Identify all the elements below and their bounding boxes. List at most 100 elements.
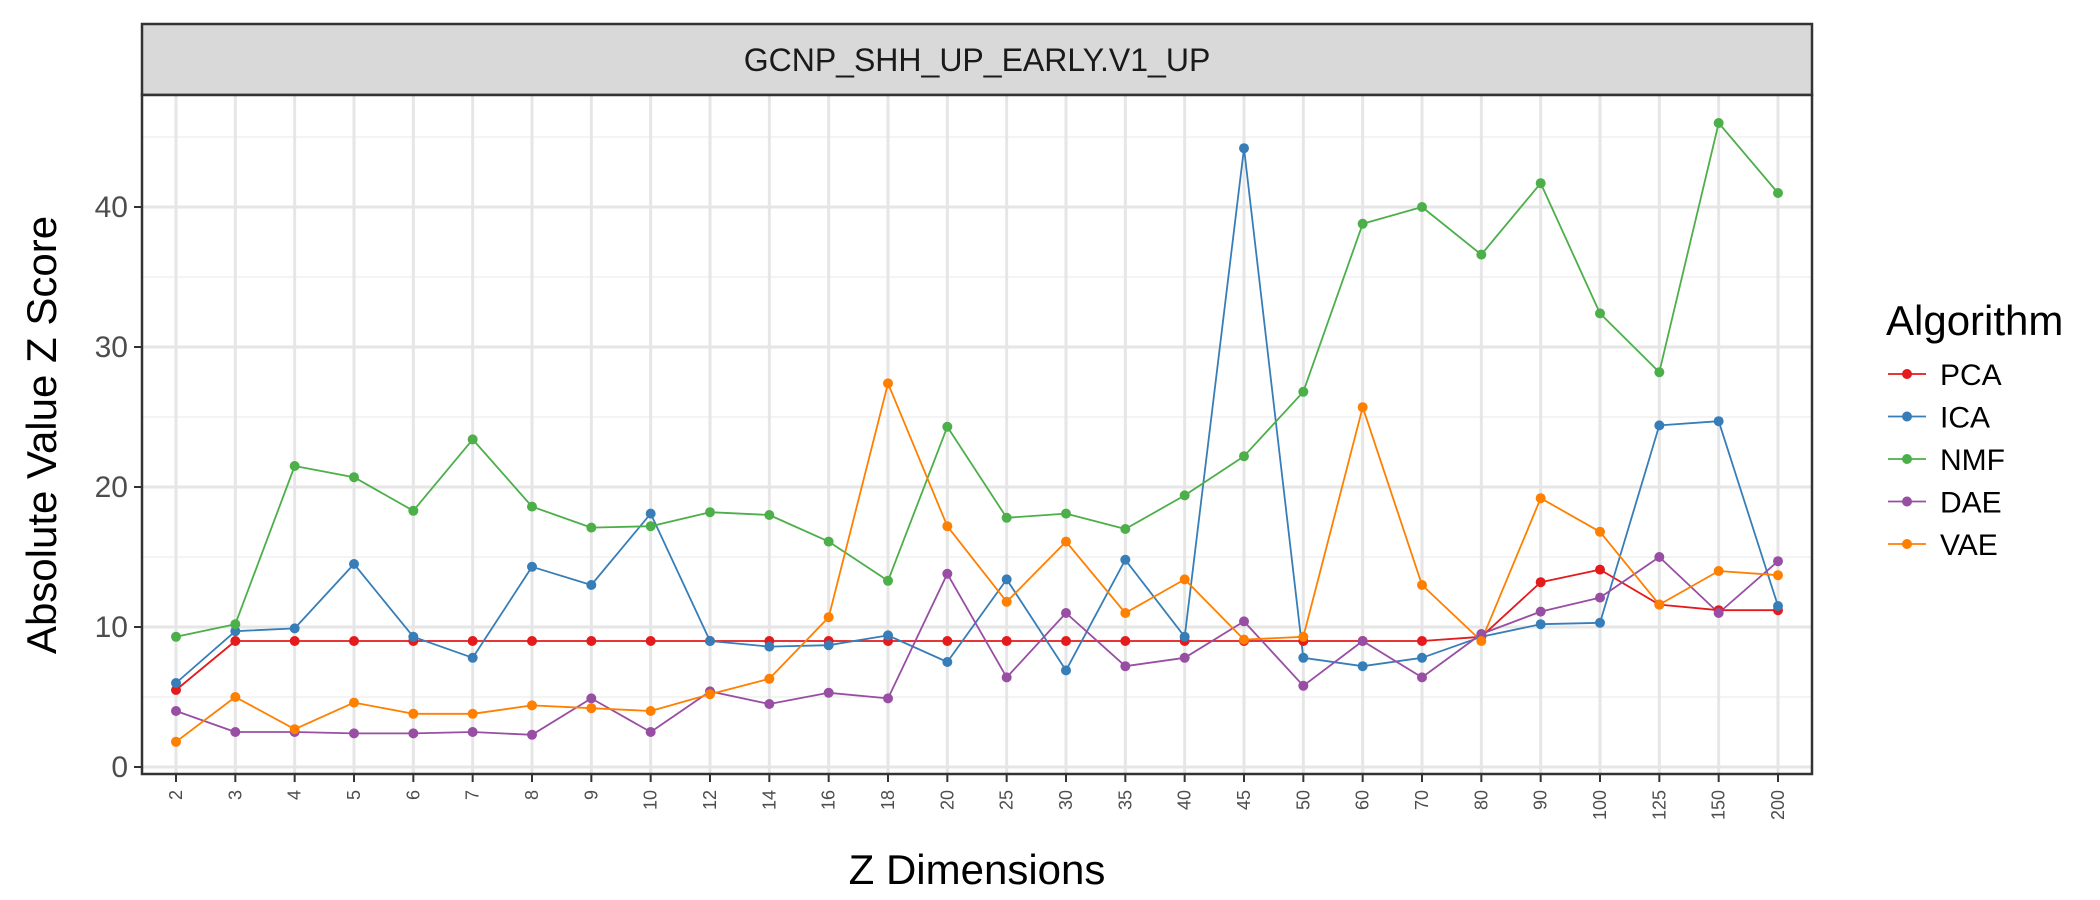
point-ica bbox=[1001, 574, 1012, 585]
point-vae bbox=[171, 736, 181, 747]
point-vae bbox=[289, 724, 300, 735]
x-tick-label: 125 bbox=[1649, 790, 1669, 820]
x-tick-label: 100 bbox=[1590, 790, 1610, 820]
x-tick-label: 80 bbox=[1471, 790, 1491, 810]
x-tick-label: 50 bbox=[1293, 790, 1313, 810]
plot-panel bbox=[142, 95, 1812, 774]
x-tick-label: 35 bbox=[1115, 790, 1135, 810]
facet-strip-title: GCNP_SHH_UP_EARLY.V1_UP bbox=[744, 42, 1211, 78]
x-tick-label: 25 bbox=[997, 790, 1017, 810]
point-pca bbox=[586, 636, 597, 646]
point-dae bbox=[408, 728, 419, 739]
point-ica bbox=[349, 559, 359, 569]
point-ica bbox=[467, 652, 478, 663]
series-points bbox=[171, 118, 1783, 747]
point-vae bbox=[1298, 631, 1309, 642]
y-axis-title: Absolute Value Z Score bbox=[18, 216, 65, 654]
point-ica bbox=[230, 626, 241, 637]
series-line-pca bbox=[175, 568, 1778, 691]
point-ica bbox=[171, 678, 181, 688]
point-vae bbox=[942, 521, 953, 532]
point-pca bbox=[1595, 564, 1605, 575]
x-tick-label: 12 bbox=[700, 790, 720, 810]
point-ica bbox=[289, 623, 300, 634]
x-tick-label: 45 bbox=[1234, 790, 1254, 810]
point-nmf bbox=[1476, 249, 1487, 260]
x-tick-label: 200 bbox=[1768, 790, 1788, 820]
point-ica bbox=[1654, 420, 1665, 431]
point-nmf bbox=[230, 619, 241, 630]
point-vae bbox=[349, 697, 359, 708]
point-pca bbox=[230, 636, 241, 646]
point-pca bbox=[171, 685, 181, 695]
point-dae bbox=[1417, 672, 1427, 683]
point-pca bbox=[527, 636, 537, 646]
plot-panel-border bbox=[140, 93, 1814, 776]
point-dae bbox=[1654, 552, 1665, 562]
point-vae bbox=[1001, 596, 1012, 607]
x-tick-label: 150 bbox=[1709, 790, 1729, 820]
y-tick-label: 10 bbox=[95, 611, 128, 644]
point-ica bbox=[942, 657, 953, 667]
x-tick-label: 6 bbox=[403, 790, 423, 800]
point-vae bbox=[1120, 608, 1131, 618]
x-tick-label: 30 bbox=[1056, 790, 1076, 810]
point-ica bbox=[586, 580, 597, 590]
point-vae bbox=[230, 692, 241, 702]
point-ica bbox=[1061, 665, 1071, 676]
x-axis: 2 3 4 5 6 7 8 9 10 12 14 16 18 20 25 30 35 40 45 50 60 70 80 90… bbox=[166, 774, 1788, 820]
facet-strip bbox=[140, 22, 1814, 97]
point-vae bbox=[1061, 536, 1071, 547]
point-vae bbox=[705, 689, 715, 700]
point-dae bbox=[1179, 652, 1190, 663]
point-dae bbox=[1120, 661, 1131, 672]
point-pca bbox=[1061, 636, 1071, 646]
point-ica bbox=[1595, 617, 1605, 628]
point-dae bbox=[349, 728, 359, 739]
point-nmf bbox=[289, 461, 300, 471]
point-dae bbox=[230, 727, 241, 737]
point-vae bbox=[1239, 634, 1249, 645]
point-dae bbox=[1001, 672, 1012, 683]
x-tick-label: 60 bbox=[1353, 790, 1373, 810]
point-nmf bbox=[1179, 490, 1190, 501]
point-nmf bbox=[1001, 512, 1012, 523]
point-dae bbox=[171, 706, 181, 716]
point-dae bbox=[1061, 608, 1071, 618]
point-dae bbox=[883, 693, 893, 704]
point-nmf bbox=[1298, 386, 1309, 397]
series-line-nmf bbox=[175, 122, 1779, 638]
point-dae bbox=[942, 568, 953, 579]
point-pca bbox=[1535, 577, 1546, 588]
point-vae bbox=[1417, 580, 1427, 590]
legend-label-dae: DAE bbox=[1940, 487, 2002, 520]
point-pca bbox=[349, 636, 359, 646]
point-vae bbox=[883, 378, 893, 389]
y-axis: 0 10 20 30 40 bbox=[95, 191, 142, 784]
series-line-ica bbox=[175, 147, 1779, 684]
x-tick-label: 9 bbox=[581, 790, 601, 800]
point-dae bbox=[586, 693, 597, 704]
point-dae bbox=[1535, 606, 1546, 617]
legend-marker-vae bbox=[1902, 539, 1912, 549]
point-dae bbox=[1357, 636, 1368, 646]
point-nmf bbox=[883, 575, 893, 586]
point-dae bbox=[823, 687, 834, 698]
point-dae bbox=[645, 727, 656, 737]
point-nmf bbox=[527, 501, 537, 512]
x-tick-label: 90 bbox=[1531, 790, 1551, 810]
point-vae bbox=[1773, 570, 1783, 581]
point-nmf bbox=[467, 434, 478, 445]
x-tick-label: 20 bbox=[937, 790, 957, 810]
point-nmf bbox=[823, 536, 834, 547]
x-tick-label: 18 bbox=[878, 790, 898, 810]
point-pca bbox=[942, 636, 953, 646]
point-nmf bbox=[1357, 218, 1368, 229]
point-vae bbox=[645, 706, 656, 716]
point-ica bbox=[823, 640, 834, 651]
y-tick-label: 0 bbox=[111, 751, 128, 784]
point-pca bbox=[1417, 636, 1427, 646]
point-vae bbox=[527, 700, 537, 711]
point-pca bbox=[289, 636, 300, 646]
